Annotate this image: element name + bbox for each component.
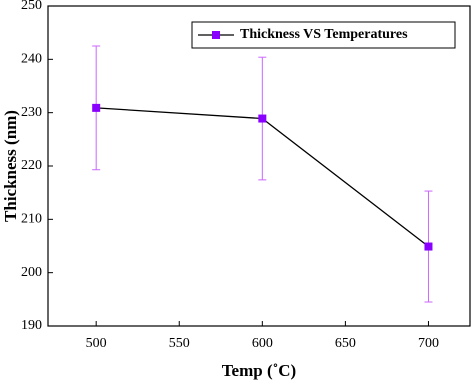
plot-frame <box>47 5 471 327</box>
x-tick-label: 600 <box>252 336 273 351</box>
y-axis-label: Thickness (nm) <box>1 110 20 222</box>
x-tick-label: 550 <box>169 336 190 351</box>
y-tick-label: 230 <box>21 105 42 120</box>
marker <box>424 242 433 251</box>
marker <box>258 114 267 123</box>
y-tick-label: 240 <box>21 52 42 67</box>
y-tick-label: 250 <box>21 0 42 13</box>
marker <box>92 103 101 112</box>
legend-label: Thickness VS Temperatures <box>240 27 408 42</box>
legend-marker <box>212 31 220 39</box>
legend-box <box>191 21 456 49</box>
y-tick-label: 220 <box>21 158 42 173</box>
x-tick-label: 650 <box>335 336 356 351</box>
y-tick-label: 190 <box>21 318 42 333</box>
x-axis-label: Temp (˚C) <box>222 361 296 380</box>
x-tick-label: 500 <box>86 336 107 351</box>
x-tick-label: 700 <box>418 336 439 351</box>
y-tick-label: 200 <box>21 265 42 280</box>
y-tick-label: 210 <box>21 212 42 227</box>
